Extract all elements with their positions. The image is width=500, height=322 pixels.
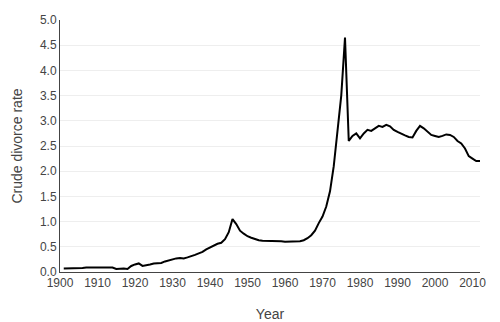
svg-text:1900: 1900	[47, 276, 74, 290]
svg-text:1930: 1930	[159, 276, 186, 290]
svg-text:3.5: 3.5	[40, 89, 57, 103]
svg-text:2.5: 2.5	[40, 139, 57, 153]
svg-text:3.0: 3.0	[40, 114, 57, 128]
svg-text:2000: 2000	[422, 276, 449, 290]
svg-text:1990: 1990	[384, 276, 411, 290]
svg-text:1940: 1940	[197, 276, 224, 290]
svg-text:5.0: 5.0	[40, 13, 57, 27]
svg-text:0.5: 0.5	[40, 240, 57, 254]
svg-text:4.5: 4.5	[40, 38, 57, 52]
svg-text:1920: 1920	[122, 276, 149, 290]
svg-text:2.0: 2.0	[40, 164, 57, 178]
svg-text:2010: 2010	[459, 276, 486, 290]
svg-text:4.0: 4.0	[40, 64, 57, 78]
svg-text:0.0: 0.0	[40, 265, 57, 279]
svg-text:Year: Year	[256, 306, 285, 322]
svg-text:1980: 1980	[347, 276, 374, 290]
svg-text:1960: 1960	[272, 276, 299, 290]
svg-text:1970: 1970	[309, 276, 336, 290]
svg-text:1.5: 1.5	[40, 190, 57, 204]
svg-text:Crude divorce rate: Crude divorce rate	[9, 88, 25, 203]
svg-text:1.0: 1.0	[40, 215, 57, 229]
svg-text:1910: 1910	[84, 276, 111, 290]
svg-text:1950: 1950	[234, 276, 261, 290]
